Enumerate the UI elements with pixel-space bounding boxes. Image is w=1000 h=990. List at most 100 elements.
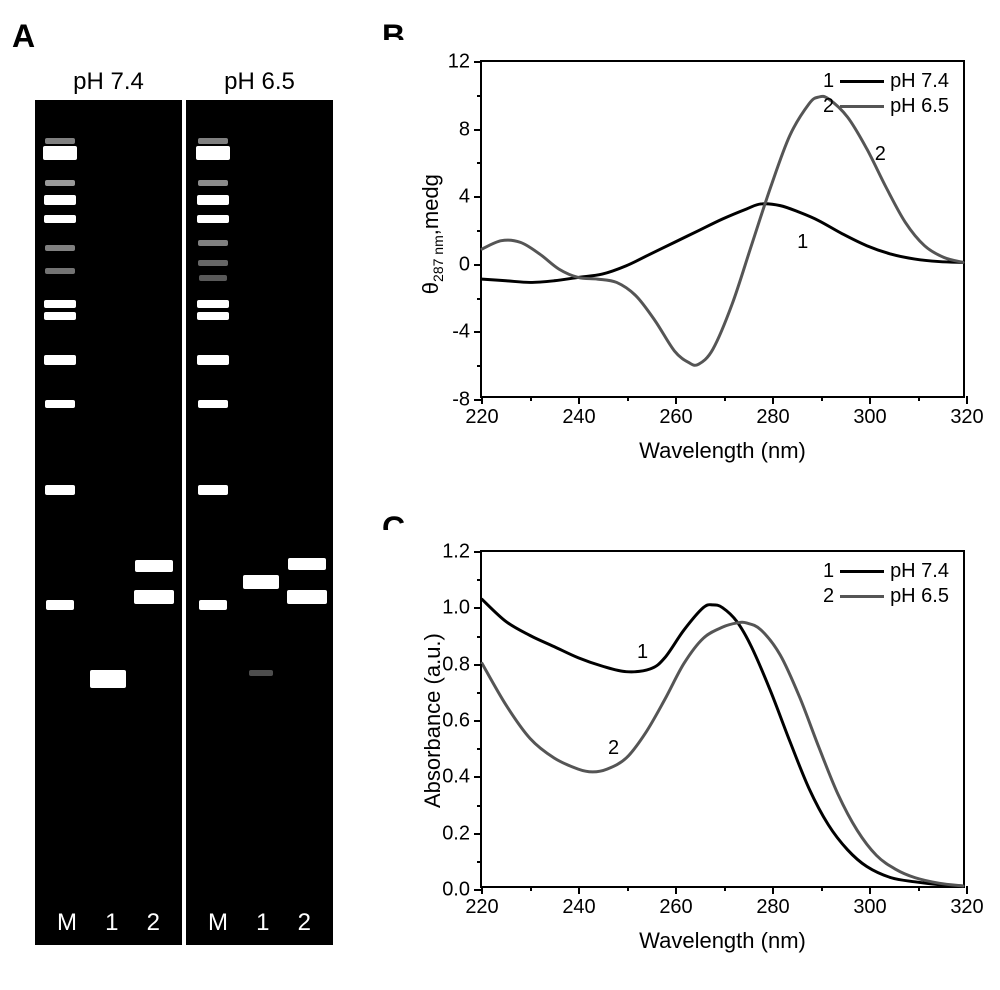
chart-b-legend: 1 pH 7.4 2 pH 6.5 — [823, 70, 949, 120]
chart-series-line — [482, 622, 963, 886]
gel-band — [243, 575, 279, 589]
x-tick-label: 280 — [756, 406, 789, 429]
x-tick-label: 320 — [950, 406, 983, 429]
y-tick-label: 0 — [459, 253, 470, 276]
series-annotation: 2 — [875, 143, 886, 166]
y-tick-label: 1.2 — [442, 541, 470, 564]
y-tick-label: 8 — [459, 118, 470, 141]
gel-band — [45, 268, 75, 274]
y-tick-label: 0.6 — [442, 710, 470, 733]
x-tick-label: 280 — [756, 896, 789, 919]
y-tick-label: -4 — [452, 321, 470, 344]
x-tick-label: 300 — [853, 896, 886, 919]
gel-band — [45, 400, 75, 408]
legend-prefix: 1 — [823, 560, 834, 583]
gel-header-left: pH 7.4 — [35, 68, 182, 96]
legend-label: pH 7.4 — [890, 70, 949, 93]
gel-band — [197, 300, 229, 308]
gel-band — [198, 260, 228, 266]
gel-band — [197, 195, 229, 205]
gel-band — [44, 355, 76, 365]
gel-band — [197, 355, 229, 365]
x-tick-label: 240 — [562, 896, 595, 919]
chart-series-line — [482, 204, 963, 283]
gel-band — [44, 300, 76, 308]
x-tick-label: 320 — [950, 896, 983, 919]
lane-label: M — [208, 909, 228, 937]
gel-band — [199, 275, 227, 281]
legend-line — [840, 570, 884, 573]
gel-band — [43, 146, 77, 160]
chart-c-plot-area: 1 pH 7.4 2 pH 6.5 0.00.20.40.60.81.01.22… — [480, 550, 965, 888]
gel-band — [198, 485, 228, 495]
legend-label: pH 7.4 — [890, 560, 949, 583]
gel-band — [198, 240, 228, 246]
y-tick-label: 12 — [448, 51, 470, 74]
gel-footer-left: M 1 2 — [35, 909, 182, 937]
y-tick-label: 0.8 — [442, 653, 470, 676]
chart-series-line — [482, 96, 963, 365]
gel-band — [197, 215, 229, 223]
chart-c-ylabel: Absorbance (a.u.) — [420, 638, 446, 808]
legend-prefix: 2 — [823, 585, 834, 608]
gel-band — [45, 245, 75, 251]
gel-band — [134, 590, 174, 604]
lane-label: 2 — [147, 909, 160, 937]
legend-line — [840, 595, 884, 598]
gel-band — [90, 670, 126, 688]
gel-band — [46, 600, 74, 610]
gel-footer-right: M 1 2 — [186, 909, 333, 937]
legend-prefix: 2 — [823, 95, 834, 118]
gel-band — [196, 146, 230, 160]
gel-band — [288, 558, 326, 570]
x-tick-label: 300 — [853, 406, 886, 429]
series-annotation: 1 — [637, 641, 648, 664]
gel-header-right: pH 6.5 — [186, 68, 333, 96]
x-tick-label: 220 — [465, 406, 498, 429]
series-annotation: 2 — [608, 737, 619, 760]
legend-line — [840, 105, 884, 108]
cd-spectrum-chart: 1 pH 7.4 2 pH 6.5 -8-4048122202402602803… — [382, 40, 982, 480]
gel-band — [198, 138, 228, 144]
gel-band — [249, 670, 273, 676]
chart-series-line — [482, 599, 963, 886]
gel-electrophoresis-panel: pH 7.4 pH 6.5 M 1 2 M 1 2 — [35, 68, 333, 937]
legend-prefix: 1 — [823, 70, 834, 93]
gel-left — [35, 100, 182, 945]
x-tick-label: 260 — [659, 406, 692, 429]
gel-band — [287, 590, 327, 604]
y-tick-label: 0.4 — [442, 766, 470, 789]
chart-c-legend: 1 pH 7.4 2 pH 6.5 — [823, 560, 949, 610]
x-tick-label: 260 — [659, 896, 692, 919]
gel-band — [197, 312, 229, 320]
gel-right — [186, 100, 333, 945]
series-annotation: 1 — [797, 231, 808, 254]
gel-band — [44, 195, 76, 205]
lane-label: 1 — [105, 909, 118, 937]
lane-label: 1 — [256, 909, 269, 937]
gel-band — [135, 560, 173, 572]
chart-b-xlabel: Wavelength (nm) — [480, 438, 965, 464]
gel-band — [198, 180, 228, 186]
lane-label: M — [57, 909, 77, 937]
chart-b-plot-area: 1 pH 7.4 2 pH 6.5 -8-4048122202402602803… — [480, 60, 965, 398]
gel-band — [44, 215, 76, 223]
y-tick-label: 4 — [459, 186, 470, 209]
uv-absorbance-chart: 1 pH 7.4 2 pH 6.5 0.00.20.40.60.81.01.22… — [382, 530, 982, 975]
lane-label: 2 — [298, 909, 311, 937]
y-tick-label: 1.0 — [442, 597, 470, 620]
gel-band — [45, 180, 75, 186]
gel-band — [198, 400, 228, 408]
gel-band — [199, 600, 227, 610]
legend-label: pH 6.5 — [890, 585, 949, 608]
x-tick-label: 240 — [562, 406, 595, 429]
chart-c-xlabel: Wavelength (nm) — [480, 928, 965, 954]
legend-label: pH 6.5 — [890, 95, 949, 118]
y-tick-label: 0.2 — [442, 822, 470, 845]
gel-band — [45, 138, 75, 144]
gel-band — [45, 485, 75, 495]
panel-a-label: A — [12, 18, 35, 55]
x-tick-label: 220 — [465, 896, 498, 919]
legend-line — [840, 80, 884, 83]
gel-band — [44, 312, 76, 320]
